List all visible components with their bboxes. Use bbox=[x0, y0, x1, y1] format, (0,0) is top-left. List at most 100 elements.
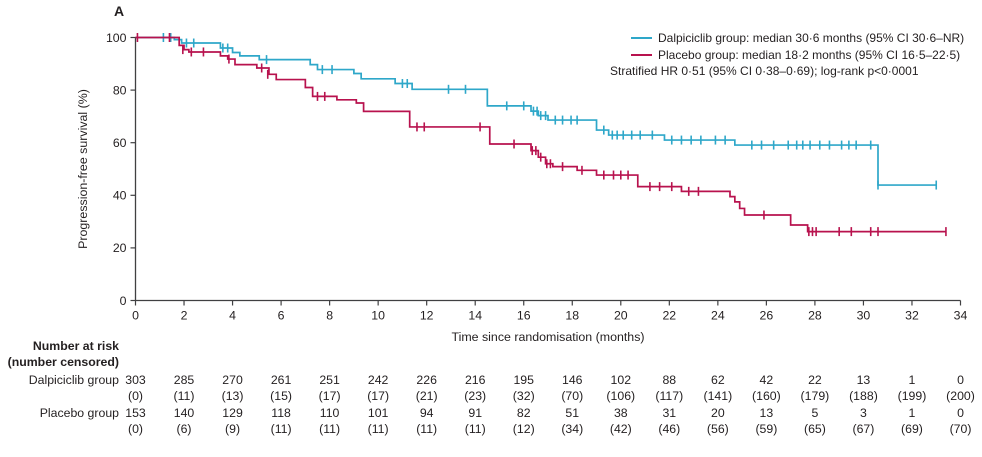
risk-at-number: 1 bbox=[908, 406, 916, 420]
risk-censored-number: (67) bbox=[852, 422, 875, 436]
x-tick-label: 0 bbox=[132, 309, 139, 323]
legend: Dalpiciclib group: median 30·6 months (9… bbox=[610, 30, 964, 80]
dalpiciclib-curve bbox=[135, 36, 937, 186]
survival-curves bbox=[135, 33, 947, 237]
risk-censored-number: (106) bbox=[606, 389, 636, 403]
risk-censored-number: (179) bbox=[800, 389, 830, 403]
legend-label-placebo: Placebo group: median 18·2 months (95% C… bbox=[658, 47, 961, 62]
risk-at-number: 88 bbox=[662, 373, 677, 387]
risk-at-number: 118 bbox=[271, 406, 291, 420]
risk-table-header-2: (number censored) bbox=[7, 355, 119, 369]
risk-at-number: 146 bbox=[561, 373, 583, 387]
risk-censored-number: (11) bbox=[319, 422, 341, 436]
risk-row-label-dalpiciclib: Dalpiciclib group bbox=[28, 373, 119, 387]
risk-censored-number: (34) bbox=[561, 422, 584, 436]
risk-censored-number: (13) bbox=[221, 389, 244, 403]
legend-note: Stratified HR 0·51 (95% CI 0·38–0·69); l… bbox=[610, 64, 919, 78]
risk-censored-number: (0) bbox=[127, 389, 144, 403]
risk-censored-number: (200) bbox=[946, 389, 975, 403]
risk-at-number: 82 bbox=[516, 406, 531, 420]
dalpiciclib-censor-marks bbox=[162, 33, 938, 190]
risk-at-number: 303 bbox=[125, 373, 146, 387]
y-tick-label: 0 bbox=[120, 294, 127, 308]
risk-at-number: 1 bbox=[908, 373, 916, 387]
risk-censored-number: (32) bbox=[512, 389, 535, 403]
risk-at-number: 242 bbox=[367, 373, 389, 387]
risk-at-number: 261 bbox=[270, 373, 292, 387]
x-tick-label: 30 bbox=[857, 309, 871, 323]
risk-at-number: 129 bbox=[222, 406, 243, 420]
risk-at-number: 20 bbox=[711, 406, 725, 420]
x-tick-label: 22 bbox=[662, 309, 676, 323]
risk-at-number: 0 bbox=[957, 406, 964, 420]
risk-at-number: 51 bbox=[565, 406, 580, 420]
risk-censored-number: (17) bbox=[318, 389, 341, 403]
risk-at-number: 94 bbox=[419, 406, 434, 420]
x-tick-label: 20 bbox=[614, 309, 628, 323]
y-tick-label: 80 bbox=[113, 83, 127, 97]
risk-censored-number: (42) bbox=[609, 422, 632, 436]
risk-censored-number: (12) bbox=[512, 422, 535, 436]
risk-table-header-1: Number at risk bbox=[32, 339, 119, 353]
x-tick-label: 16 bbox=[517, 309, 531, 323]
risk-censored-number: (23) bbox=[464, 389, 487, 403]
y-tick-label: 40 bbox=[113, 189, 127, 203]
risk-censored-number: (15) bbox=[270, 389, 293, 403]
risk-at-number: 101 bbox=[367, 406, 389, 420]
risk-censored-number: (160) bbox=[752, 389, 781, 403]
x-tick-label: 14 bbox=[468, 309, 482, 323]
risk-at-number: 216 bbox=[464, 373, 486, 387]
risk-censored-number: (11) bbox=[173, 389, 195, 403]
risk-at-number: 3 bbox=[860, 406, 867, 420]
dalpiciclib-line-swatch bbox=[631, 37, 652, 40]
risk-at-number: 102 bbox=[610, 373, 632, 387]
x-tick-label: 18 bbox=[565, 309, 579, 323]
placebo-line-swatch bbox=[631, 53, 652, 56]
risk-at-number: 195 bbox=[513, 373, 534, 387]
risk-censored-number: (11) bbox=[367, 422, 389, 436]
risk-at-number: 285 bbox=[173, 373, 195, 387]
risk-censored-number: (11) bbox=[270, 422, 292, 436]
legend-entry-dalpiciclib: Dalpiciclib group: median 30·6 months (9… bbox=[631, 30, 964, 47]
risk-censored-number: (59) bbox=[755, 422, 778, 436]
y-tick-label: 100 bbox=[106, 31, 127, 45]
risk-censored-number: (117) bbox=[655, 389, 684, 403]
y-axis-label: Progression-free survival (%) bbox=[76, 89, 90, 249]
risk-at-number: 38 bbox=[613, 406, 628, 420]
risk-censored-number: (70) bbox=[561, 389, 584, 403]
panel-label: A bbox=[114, 3, 125, 19]
risk-censored-number: (199) bbox=[897, 389, 927, 403]
risk-censored-number: (188) bbox=[849, 389, 878, 403]
x-tick-label: 10 bbox=[371, 309, 385, 323]
risk-at-number: 153 bbox=[125, 406, 146, 420]
x-tick-label: 6 bbox=[278, 309, 285, 323]
risk-censored-number: (21) bbox=[415, 389, 438, 403]
risk-censored-number: (17) bbox=[367, 389, 390, 403]
risk-at-number: 42 bbox=[759, 373, 774, 387]
risk-censored-number: (69) bbox=[901, 422, 923, 436]
risk-at-number: 0 bbox=[957, 373, 964, 387]
x-tick-label: 8 bbox=[326, 309, 333, 323]
risk-at-number: 110 bbox=[319, 406, 340, 420]
risk-at-number: 13 bbox=[856, 373, 871, 387]
x-tick-label: 34 bbox=[954, 309, 968, 323]
x-tick-label: 12 bbox=[420, 309, 434, 323]
risk-at-number: 22 bbox=[808, 373, 822, 387]
risk-censored-number: (65) bbox=[803, 422, 826, 436]
risk-censored-number: (141) bbox=[703, 389, 733, 403]
x-tick-label: 24 bbox=[711, 309, 725, 323]
risk-at-number: 62 bbox=[711, 373, 725, 387]
x-axis-label: Time since randomisation (months) bbox=[451, 330, 644, 344]
risk-censored-number: (56) bbox=[706, 422, 729, 436]
risk-at-number: 226 bbox=[416, 373, 437, 387]
legend-label-dalpiciclib: Dalpiciclib group: median 30·6 months (9… bbox=[658, 31, 965, 45]
risk-at-number: 91 bbox=[468, 406, 483, 420]
risk-censored-number: (6) bbox=[176, 422, 192, 436]
risk-at-number: 31 bbox=[662, 406, 677, 420]
risk-at-number: 270 bbox=[222, 373, 243, 387]
x-tick-label: 2 bbox=[181, 309, 188, 323]
x-tick-label: 32 bbox=[905, 309, 919, 323]
